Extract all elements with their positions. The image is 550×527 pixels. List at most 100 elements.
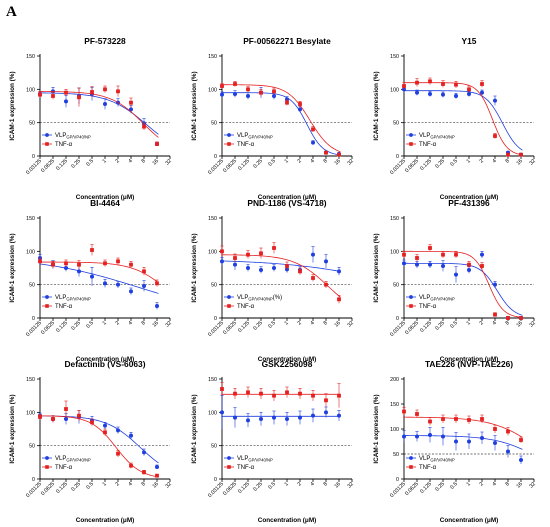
data-point — [480, 264, 484, 268]
legend-marker — [45, 456, 49, 460]
chart-pnd-1186: PND-1186 (VS-4718) 0 50 100 150 0.03125 0.0625… — [184, 194, 366, 366]
legend-label: TNF-α — [419, 304, 437, 310]
y-tick-label: 150 — [208, 216, 217, 222]
x-tick-label: 2 — [297, 158, 303, 164]
series-vlp — [38, 254, 159, 310]
x-tick-label: 0.5 — [85, 158, 94, 167]
series-tnf — [402, 77, 523, 157]
chart-title: Y15 — [462, 36, 477, 46]
data-point — [428, 246, 432, 250]
x-tick-label: 0.125 — [55, 481, 69, 495]
x-tick-label: 4 — [310, 320, 316, 326]
x-tick-label: 8 — [505, 158, 511, 164]
legend-label-suffix: (%) — [273, 295, 282, 301]
series-vlp — [220, 395, 341, 429]
data-point — [454, 272, 458, 277]
x-tick-label: 16 — [333, 158, 341, 166]
data-point — [441, 92, 445, 97]
y-axis-label: ICAM-1 expression (%) — [191, 233, 198, 302]
fit-curve — [403, 82, 523, 156]
x-tick-label: 0.25 — [434, 481, 446, 493]
series-tnf — [220, 81, 341, 157]
data-point — [415, 90, 419, 95]
x-tick-label: 0.0625 — [222, 320, 238, 336]
x-tick-label: 2 — [479, 481, 485, 487]
y-tick-label: 50 — [211, 444, 217, 450]
series-tnf — [38, 244, 159, 287]
legend-marker — [45, 295, 49, 299]
data-point — [103, 423, 107, 428]
data-point — [155, 465, 159, 469]
y-tick-label: 0 — [396, 316, 399, 322]
data-point — [90, 420, 94, 425]
y-tick-label: 150 — [208, 54, 217, 60]
fit-curve — [39, 263, 159, 294]
x-tick-label: 0.03125 — [207, 481, 225, 499]
x-axis-label: Concentration (μM) — [76, 356, 135, 363]
fit-curve — [39, 261, 159, 284]
data-point — [77, 269, 81, 274]
y-tick-label: 150 — [390, 402, 399, 408]
y-tick-label: 50 — [393, 283, 399, 289]
data-point — [467, 92, 471, 96]
y-axis-label: ICAM-1 expression (%) — [373, 71, 380, 140]
data-point — [51, 417, 55, 421]
data-point — [428, 92, 432, 96]
x-tick-label: 32 — [528, 158, 536, 166]
y-tick-label: 150 — [390, 54, 399, 60]
data-point — [64, 266, 68, 270]
x-tick-label: 2 — [115, 481, 121, 487]
legend-label-name: TNF-α — [237, 142, 255, 148]
legend-label: VLPGP/VP40/NP — [237, 133, 273, 140]
data-point — [246, 266, 250, 270]
data-point — [129, 107, 133, 112]
data-point — [233, 262, 237, 267]
legend-label-subscript: GP/VP40/NP — [248, 297, 273, 302]
legend-marker — [227, 142, 231, 146]
data-point — [298, 391, 302, 396]
series-tnf — [38, 400, 159, 478]
legend-marker — [409, 142, 413, 146]
data-point — [298, 269, 302, 274]
data-point — [259, 90, 263, 95]
data-point — [402, 434, 406, 439]
legend-label: VLPGP/VP40/NP — [419, 456, 455, 463]
data-point — [285, 417, 289, 421]
y-tick-label: 0 — [32, 477, 35, 483]
data-point — [337, 152, 341, 157]
x-tick-label: 0.0625 — [222, 158, 238, 174]
data-point — [467, 87, 471, 92]
chart-title: PF-00562271 Besylate — [243, 36, 331, 46]
y-tick-label: 0 — [214, 316, 217, 322]
data-point — [155, 304, 159, 308]
x-tick-label: 0.25 — [70, 320, 82, 332]
legend-marker — [409, 304, 413, 308]
data-point — [285, 100, 289, 105]
data-point — [142, 269, 146, 274]
legend-label: TNF-α — [55, 142, 73, 148]
chart-title: TAE226 (NVP-TAE226) — [425, 359, 513, 369]
x-tick-label: 16 — [151, 481, 159, 489]
data-point — [155, 142, 159, 146]
data-point — [142, 450, 146, 455]
x-tick-label: 1 — [466, 481, 472, 487]
data-point — [454, 82, 458, 87]
legend-label-name: TNF-α — [419, 465, 437, 471]
data-point — [493, 134, 497, 138]
x-tick-label: 0.25 — [434, 320, 446, 332]
data-point — [129, 289, 133, 294]
x-axis-label: Concentration (μM) — [258, 517, 317, 524]
x-tick-label: 4 — [492, 481, 498, 487]
x-tick-label: 0.25 — [252, 320, 264, 332]
x-tick-label: 16 — [515, 320, 523, 328]
x-axis-label: Concentration (μM) — [440, 194, 499, 201]
legend-label: VLPGP/VP40/NP — [419, 295, 455, 302]
data-point — [233, 92, 237, 96]
legend-label-name: VLP — [419, 133, 430, 139]
x-tick-label: 0.0625 — [404, 158, 420, 174]
x-tick-label: 2 — [297, 320, 303, 326]
y-tick-label: 100 — [390, 249, 399, 255]
data-point — [441, 434, 445, 439]
data-point — [480, 417, 484, 421]
x-tick-label: 8 — [141, 320, 147, 326]
